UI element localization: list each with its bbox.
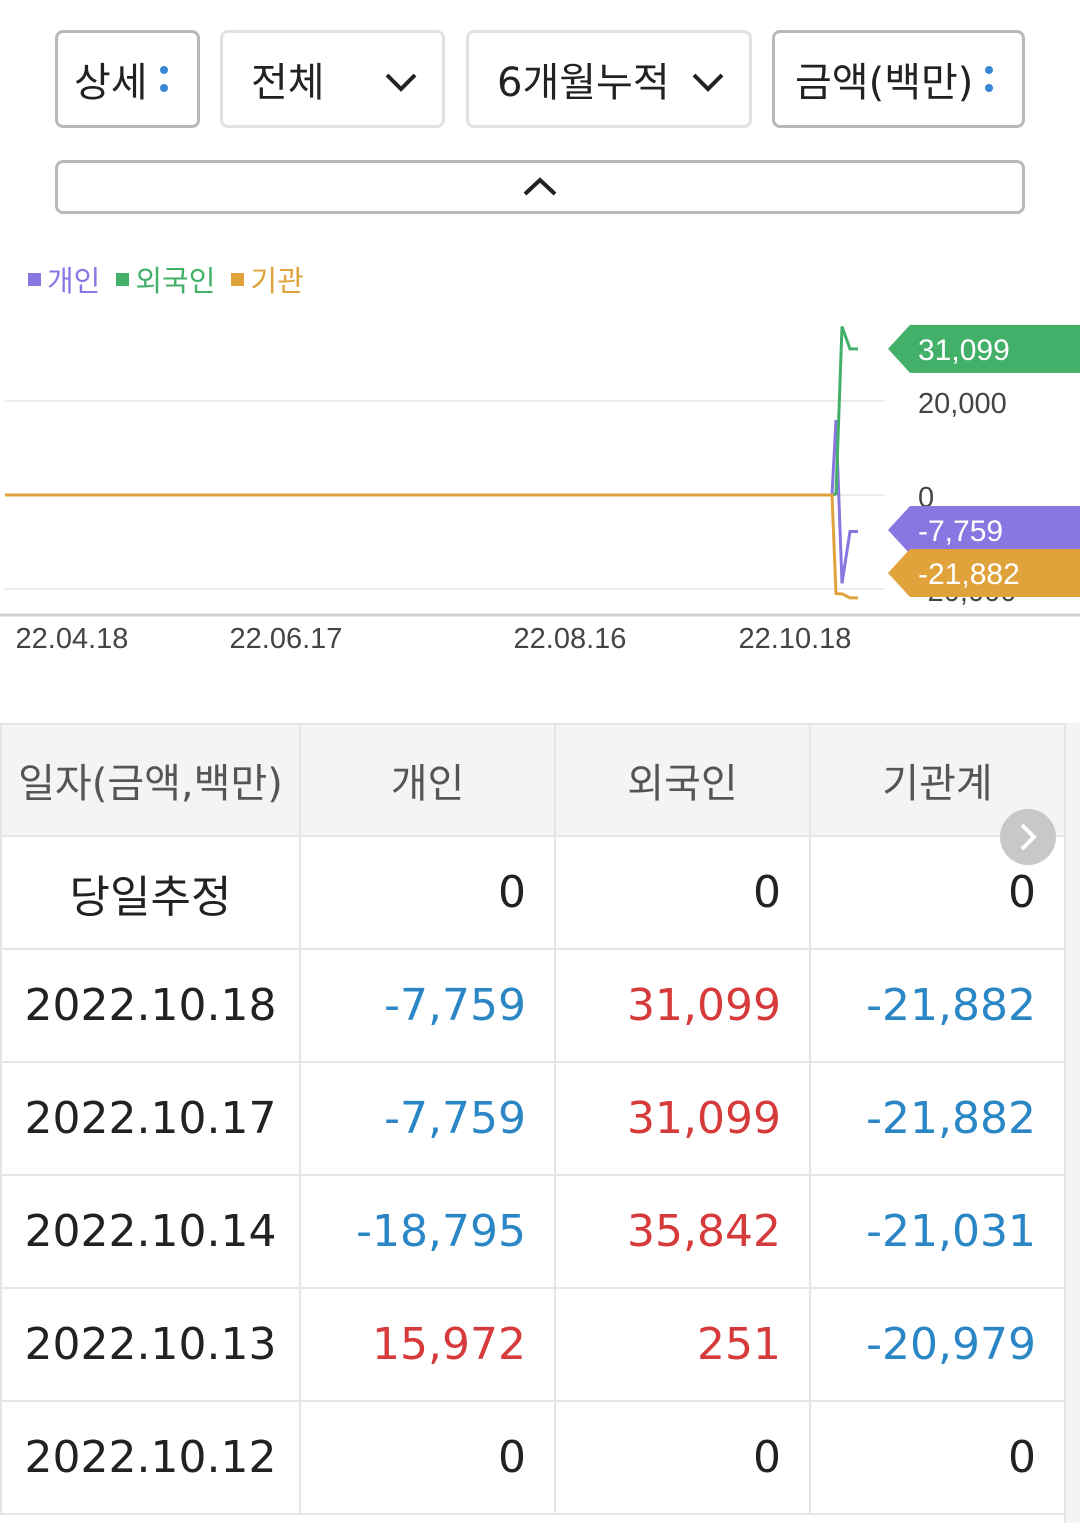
chevron-up-icon bbox=[523, 177, 557, 196]
cell-foreign: 0 bbox=[554, 1400, 811, 1515]
table-row[interactable]: 2022.10.13 15,972 251 -20,979 bbox=[0, 1287, 1066, 1402]
cell-date: 2022.10.13 bbox=[0, 1287, 301, 1402]
y-tick-label: 20,000 bbox=[918, 388, 1007, 420]
cell-date: 2022.10.18 bbox=[0, 948, 301, 1063]
view-select-label: 상세 bbox=[74, 60, 148, 106]
cell-date: 2022.10.12 bbox=[0, 1400, 301, 1515]
x-tick-label: 22.06.17 bbox=[230, 623, 343, 655]
more-vertical-icon bbox=[985, 66, 994, 92]
cell-foreign: 31,099 bbox=[554, 1061, 811, 1176]
cell-individual: 0 bbox=[299, 1400, 556, 1515]
table-row[interactable]: 2022.10.17 -7,759 31,099 -21,882 bbox=[0, 1061, 1066, 1176]
legend-label: 기관 bbox=[250, 264, 304, 298]
cell-individual: -7,759 bbox=[299, 1061, 556, 1176]
table-header-row: 일자(금액,백만) 개인 외국인 기관계 bbox=[0, 723, 1066, 837]
table-row[interactable]: 2022.10.14 -18,795 35,842 -21,031 bbox=[0, 1174, 1066, 1289]
x-tick-label: 22.08.16 bbox=[514, 623, 627, 655]
cell-institution: -20,979 bbox=[809, 1287, 1066, 1402]
unit-select-label: 금액(백만) bbox=[795, 60, 974, 106]
cell-institution: -21,882 bbox=[809, 948, 1066, 1063]
x-tick-label: 22.10.18 bbox=[739, 623, 852, 655]
legend-label: 개인 bbox=[47, 264, 101, 298]
cell-individual: -7,759 bbox=[299, 948, 556, 1063]
cell-institution: -21,031 bbox=[809, 1174, 1066, 1289]
cell-individual: 15,972 bbox=[299, 1287, 556, 1402]
table-scroll-edge bbox=[1064, 723, 1080, 1523]
end-value-flag bbox=[888, 506, 1080, 554]
chevron-down-icon bbox=[692, 73, 724, 92]
scope-select-label: 전체 bbox=[251, 60, 325, 106]
investor-flow-chart: 20,0000-20,00022.04.1822.06.1722.08.1622… bbox=[0, 324, 1080, 655]
cell-date: 당일추정 bbox=[0, 835, 301, 950]
x-tick-label: 22.04.18 bbox=[16, 623, 129, 655]
cell-foreign: 0 bbox=[554, 835, 811, 950]
end-value-label: -21,882 bbox=[918, 558, 1020, 591]
end-value-flag bbox=[888, 324, 1080, 373]
series-line-2 bbox=[5, 493, 858, 600]
unit-select[interactable]: 금액(백만) bbox=[772, 30, 1025, 128]
header-foreign[interactable]: 외국인 bbox=[554, 723, 811, 837]
legend-swatch bbox=[231, 272, 245, 286]
table-row[interactable]: 2022.10.18 -7,759 31,099 -21,882 bbox=[0, 948, 1066, 1063]
legend-item-foreign: 외국인 bbox=[116, 258, 215, 300]
legend-swatch bbox=[116, 272, 130, 286]
cell-foreign: 35,842 bbox=[554, 1174, 811, 1289]
legend-swatch bbox=[28, 272, 41, 286]
series-line-0 bbox=[5, 419, 858, 584]
period-select-label: 6개월누적 bbox=[497, 60, 670, 106]
scroll-right-button[interactable] bbox=[1000, 809, 1056, 865]
end-value-label: -7,759 bbox=[918, 515, 1003, 548]
cell-foreign: 251 bbox=[554, 1287, 811, 1402]
cell-date: 2022.10.17 bbox=[0, 1061, 301, 1176]
cell-individual: 0 bbox=[299, 835, 556, 950]
end-value-flag bbox=[888, 549, 1080, 597]
cell-institution: 0 bbox=[809, 1400, 1066, 1515]
legend-item-individual: 개인 bbox=[28, 258, 100, 300]
table-row[interactable]: 2022.10.12 0 0 0 bbox=[0, 1400, 1066, 1515]
chevron-down-icon bbox=[385, 73, 417, 92]
cell-institution: -21,882 bbox=[809, 1061, 1066, 1176]
scope-select[interactable]: 전체 bbox=[220, 30, 445, 128]
legend-item-institution: 기관 bbox=[231, 258, 304, 300]
period-select[interactable]: 6개월누적 bbox=[466, 30, 752, 128]
chevron-right-icon bbox=[1020, 823, 1037, 851]
cell-date: 2022.10.14 bbox=[0, 1174, 301, 1289]
header-individual[interactable]: 개인 bbox=[299, 723, 556, 837]
collapse-button[interactable] bbox=[55, 160, 1025, 214]
view-select[interactable]: 상세 bbox=[55, 30, 200, 128]
cell-foreign: 31,099 bbox=[554, 948, 811, 1063]
cell-individual: -18,795 bbox=[299, 1174, 556, 1289]
series-line-1 bbox=[5, 326, 858, 497]
header-date[interactable]: 일자(금액,백만) bbox=[0, 723, 301, 837]
legend-label: 외국인 bbox=[135, 264, 216, 298]
chart-legend: 개인 외국인 기관 bbox=[28, 258, 304, 300]
end-value-label: 31,099 bbox=[918, 334, 1010, 367]
table-row[interactable]: 당일추정 0 0 0 bbox=[0, 835, 1066, 950]
more-vertical-icon bbox=[159, 66, 168, 92]
investor-table: 일자(금액,백만) 개인 외국인 기관계 당일추정 0 0 0 2022.10.18 -7… bbox=[0, 723, 1066, 1515]
